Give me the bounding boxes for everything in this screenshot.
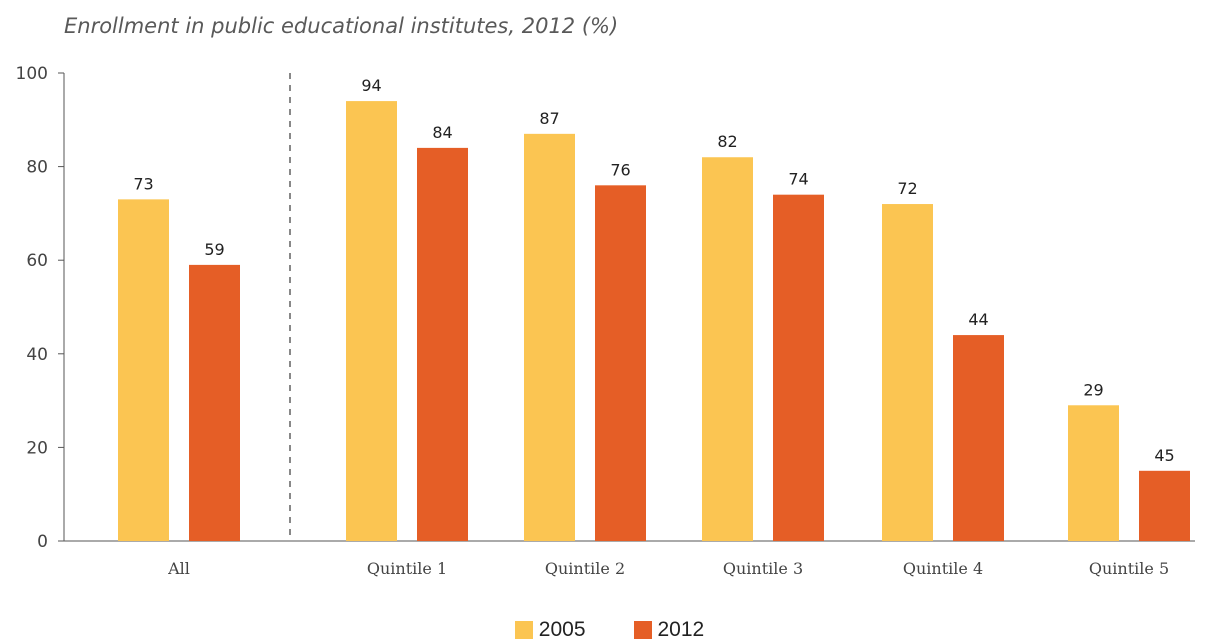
data-label-2005: 87 — [539, 109, 559, 128]
chart-title: Enrollment in public educational institu… — [64, 14, 619, 38]
y-tick-label: 20 — [26, 438, 48, 458]
y-tick-label: 0 — [37, 532, 48, 552]
bar-2005-quintile-3 — [702, 157, 753, 542]
bar-2012-all — [189, 264, 240, 541]
data-label-2012: 76 — [610, 160, 630, 179]
legend-label-2012: 2012 — [657, 618, 705, 641]
x-tick-label: Quintile 5 — [1089, 559, 1169, 578]
y-tick-label: 100 — [16, 64, 48, 84]
bar-2005-quintile-4 — [882, 204, 933, 542]
data-label-2012: 44 — [968, 310, 988, 329]
bar-2012-quintile-5 — [1139, 470, 1190, 541]
x-tick-label: Quintile 4 — [903, 559, 983, 578]
bar-chart: 0 20 40 60 80 100 73 59 All 94 84 Quintile 1 87 76 Qui… — [16, 64, 1195, 578]
legend-item-2012: 2012 — [633, 618, 705, 642]
data-label-2012: 59 — [204, 240, 224, 259]
data-label-2005: 94 — [361, 76, 381, 95]
data-label-2005: 73 — [133, 174, 153, 193]
data-label-2005: 82 — [717, 132, 737, 151]
legend-item-2005: 2005 — [514, 618, 586, 642]
y-tick-label: 80 — [26, 158, 48, 178]
x-tick-label: Quintile 3 — [723, 559, 803, 578]
x-tick-label: Quintile 2 — [545, 559, 625, 578]
legend-swatch-2012 — [633, 621, 652, 639]
bar-2012-quintile-4 — [953, 335, 1004, 541]
bar-2005-quintile-5 — [1068, 405, 1119, 541]
data-label-2012: 74 — [788, 170, 808, 189]
bar-2012-quintile-3 — [773, 194, 824, 541]
bar-2005-all — [118, 199, 169, 542]
bar-2005-quintile-2 — [524, 133, 575, 541]
legend: 2005 2012 — [0, 618, 1219, 642]
legend-label-2005: 2005 — [538, 618, 586, 641]
data-label-2012: 45 — [1154, 446, 1174, 465]
y-tick-label: 60 — [26, 251, 48, 271]
bar-2005-quintile-1 — [346, 101, 397, 541]
x-tick-label: Quintile 1 — [367, 559, 447, 578]
legend-swatch-2005 — [514, 621, 533, 639]
y-tick-label: 40 — [26, 345, 48, 365]
data-label-2005: 72 — [897, 179, 917, 198]
data-label-2005: 29 — [1083, 380, 1103, 399]
bar-2012-quintile-2 — [595, 185, 646, 541]
x-tick-label: All — [167, 559, 190, 578]
data-label-2012: 84 — [432, 123, 452, 142]
bar-2012-quintile-1 — [417, 147, 468, 541]
